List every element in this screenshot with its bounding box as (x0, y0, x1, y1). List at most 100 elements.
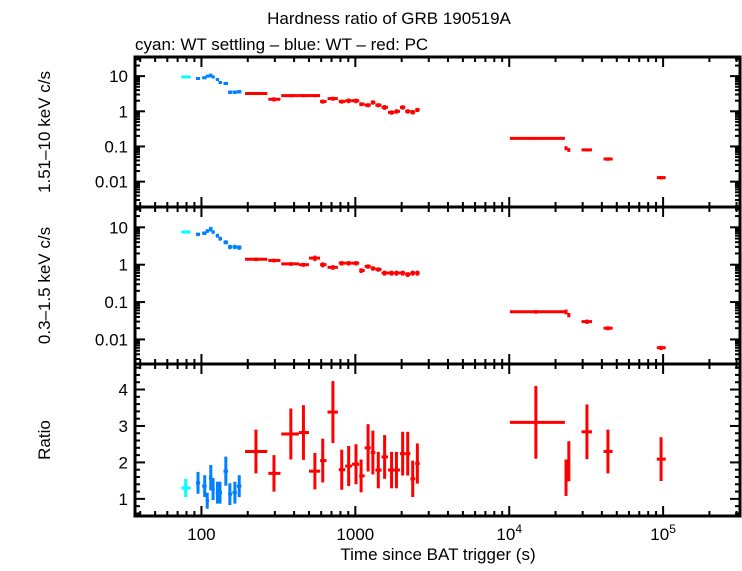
data-point-pc (387, 451, 395, 489)
data-point-wt-settling (181, 478, 191, 498)
data-point-wt (195, 471, 201, 494)
data-point-pc (351, 98, 360, 104)
data-point-pc (245, 92, 268, 96)
data-point-pc (415, 107, 420, 113)
data-point-pc (281, 262, 299, 266)
data-point-pc (381, 105, 388, 110)
data-point-pc (281, 408, 299, 460)
data-point-pc (359, 102, 365, 107)
x-axis-label: Time since BAT trigger (s) (340, 545, 535, 564)
y-tick-label: 0.01 (95, 330, 128, 349)
data-point-wt (218, 236, 222, 241)
data-point-pc (359, 459, 365, 493)
data-point-pc (567, 148, 571, 152)
data-point-pc (320, 438, 327, 483)
data-point-pc (359, 268, 365, 273)
data-point-wt (232, 244, 237, 250)
data-point-pc (375, 267, 382, 272)
data-point-pc (405, 431, 411, 476)
data-point-pc (345, 446, 352, 487)
data-point-wt-settling (181, 75, 191, 79)
data-point-pc (268, 455, 281, 492)
data-point-pc (320, 262, 327, 268)
data-point-wt (205, 74, 210, 78)
data-point-pc (338, 449, 346, 490)
panel-0: 10 1 0.1 0.01 1.51–10 keV c/s (35, 55, 742, 209)
y-tick-label: 1 (119, 102, 128, 121)
data-point-wt (209, 464, 213, 491)
data-point-pc (345, 98, 352, 104)
data-point-pc (564, 146, 568, 151)
data-point-pc (564, 459, 568, 496)
data-point-wt-settling (181, 230, 191, 234)
data-point-wt (228, 90, 233, 95)
data-point-pc (394, 451, 400, 489)
data-point-pc (268, 258, 281, 263)
data-point-wt (205, 229, 210, 233)
data-point-pc (281, 94, 299, 98)
data-point-wt (215, 78, 219, 82)
data-point-pc (394, 109, 400, 114)
data-point-wt (209, 73, 213, 78)
panel-frame (133, 55, 742, 209)
data-point-pc (656, 345, 666, 351)
data-point-pc (405, 272, 411, 277)
y-tick-label: 0.1 (104, 293, 128, 312)
data-point-wt (202, 475, 207, 498)
data-point-pc (387, 270, 395, 276)
data-point-pc (415, 443, 420, 484)
y-tick-label: 3 (119, 417, 128, 436)
y-tick-label: 2 (119, 453, 128, 472)
data-point-wt (209, 226, 213, 232)
data-point-pc (351, 261, 360, 266)
data-point-pc (509, 310, 565, 314)
data-point-pc (370, 430, 376, 475)
data-point-wt (195, 76, 201, 80)
y-tick-label: 0.1 (104, 137, 128, 156)
data-point-pc (656, 437, 666, 482)
data-point-wt (236, 245, 242, 250)
data-point-pc (268, 97, 281, 102)
data-point-wt (218, 481, 222, 504)
data-point-pc (245, 429, 268, 474)
y-tick-label: 10 (109, 218, 128, 237)
data-point-pc (375, 103, 382, 108)
data-point-pc (309, 255, 321, 262)
data-point-pc (351, 444, 360, 485)
data-point-wt (228, 483, 233, 506)
data-point-pc (567, 312, 571, 318)
data-point-pc (410, 460, 416, 498)
y-axis-label: Ratio (35, 420, 54, 460)
y-tick-label: 10 (109, 67, 128, 86)
data-point-pc (581, 319, 592, 324)
data-point-pc (399, 270, 406, 276)
data-point-pc (298, 405, 310, 460)
data-point-pc (410, 109, 416, 115)
data-point-pc (581, 148, 592, 152)
data-point-wt (232, 90, 237, 95)
data-point-wt (223, 456, 229, 486)
panel-1: 10 1 0.1 0.01 0.3–1.5 keV c/s (35, 205, 742, 366)
data-point-pc (564, 309, 568, 315)
data-point-pc (327, 96, 338, 101)
data-point-pc (364, 264, 371, 269)
chart-title: Hardness ratio of GRB 190519A (267, 9, 511, 28)
data-point-pc (603, 326, 613, 331)
chart-subtitle: cyan: WT settling – blue: WT – red: PC (135, 35, 428, 54)
data-point-wt (228, 244, 233, 250)
data-point-pc (345, 261, 352, 266)
data-point-pc (364, 424, 371, 472)
data-point-wt (236, 475, 242, 498)
y-axis-label: 1.51–10 keV c/s (35, 71, 54, 193)
panel-frame (133, 362, 742, 518)
x-tick-label: 1000 (336, 525, 374, 544)
data-point-pc (581, 404, 592, 460)
data-point-pc (509, 136, 565, 140)
data-point-wt (218, 80, 222, 84)
data-point-pc (375, 451, 382, 489)
data-point-pc (364, 103, 371, 108)
panel-2: 4 3 2 1 Ratio (35, 362, 742, 518)
data-point-wt (202, 231, 207, 236)
data-point-pc (394, 270, 400, 276)
data-point-pc (338, 261, 346, 266)
